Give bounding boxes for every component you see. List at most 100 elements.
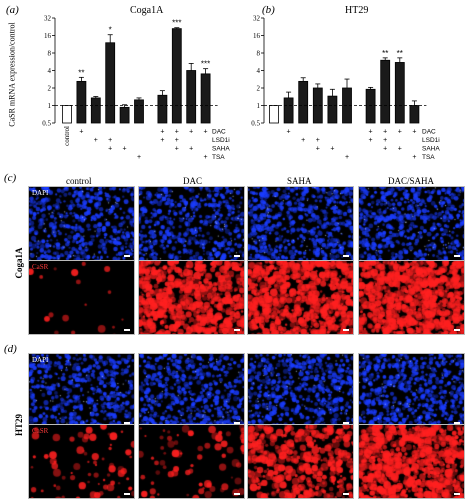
scale-bar [343,493,349,495]
scale-bar [124,422,130,424]
charta-bar [171,28,182,124]
chartb-ytick-label: 1 [257,102,261,110]
micrograph-texture [139,261,244,334]
charta-treatment-plus: + [108,137,112,144]
charta-treatment-row-label: DAC [212,129,226,136]
channel-label: CaSR [32,427,49,435]
chartb-significance: ** [382,49,388,58]
micrograph-coga1a-dapi-4 [358,186,465,261]
charta-significance: *** [172,19,181,28]
col-header-control: control [66,176,92,186]
micrograph-texture [359,261,464,334]
micrograph-ht29-casr-4 [358,424,465,499]
panel-label-d: (d) [4,343,17,355]
chartb-treatment-plus: + [369,129,373,136]
charta-bar [200,73,211,124]
chartb-treatment-plus: + [398,129,402,136]
scale-bar [454,255,460,257]
charta-treatment-plus: + [123,146,127,153]
row-group-label-ht29: HT29 [14,414,24,437]
chartb-bar [269,105,279,124]
charta-bar [105,42,116,124]
charta-treatment-plus: + [175,129,179,136]
micrograph-coga1a-dapi-1: DAPI [28,186,135,261]
micrograph-ht29-casr-3 [247,424,354,499]
micrograph-texture [139,187,244,260]
chartb-treatment-plus: + [412,129,416,136]
chartb-bar [298,80,309,124]
scale-bar [234,493,240,495]
micrograph-texture [359,425,464,498]
micrograph-coga1a-dapi-3 [247,186,354,261]
charta-bar [90,97,101,124]
scale-bar [124,493,130,495]
chartb-treatment-plus: + [412,154,416,161]
chartb-treatment-row-label: SAHA [422,146,440,153]
chartb-treatment-plus: + [398,146,402,153]
chartb-ytick-label: 16 [253,32,261,40]
chart-b-title: HT29 [345,5,369,16]
micrograph-coga1a-dapi-2 [138,186,245,261]
micrograph-texture [248,261,353,334]
charta-treatment-plus: + [189,146,193,153]
chartb-bar [409,105,420,124]
charta-bar [157,94,168,124]
scale-bar [454,422,460,424]
charta-ytick-label: 16 [44,32,52,40]
charta-treatment-plus: + [175,137,179,144]
chartb-ytick-label: 2 [257,85,261,93]
micrograph-texture [29,187,134,260]
panel-label-b: (b) [262,4,275,16]
chartb-bar [394,62,405,124]
charta-treatment-plus: + [160,129,164,136]
charta-bar [186,70,197,124]
charta-treatment-row-label: TSA [212,154,225,161]
row-group-label-coga1a: Coga1A [14,247,24,279]
chartb-treatment-row-label: TSA [422,154,435,161]
charta-ytick-label: 0.5 [42,120,51,128]
scale-bar [124,255,130,257]
scale-bar [454,493,460,495]
scale-bar [234,329,240,331]
charta-treatment-plus: + [189,129,193,136]
chartb-ytick-label: 4 [257,67,261,75]
micrograph-texture [139,425,244,498]
chartb-treatment-plus: + [330,146,334,153]
micrograph-ht29-dapi-2 [138,353,245,428]
scale-bar [234,255,240,257]
charta-treatment-plus: + [160,137,164,144]
micrograph-texture [29,354,134,427]
micrograph-coga1a-casr-1: CaSR [28,260,135,335]
micrograph-ht29-dapi-3 [247,353,354,428]
chartb-ytick-label: 8 [257,50,261,58]
charta-control-label: control [63,126,71,146]
channel-label: DAPI [32,356,49,364]
charta-treatment-plus: + [94,137,98,144]
scale-bar [343,329,349,331]
chartb-treatment-row-label: DAC [422,129,436,136]
charta-treatment-plus: + [204,154,208,161]
chart-a-title: Coga1A [130,5,164,16]
charta-significance: * [109,26,112,35]
chartb-treatment-plus: + [345,154,349,161]
charta-treatment-plus: + [175,146,179,153]
charta-bar [62,105,72,124]
micrograph-texture [248,187,353,260]
micrograph-ht29-casr-1: CaSR [28,424,135,499]
charta-bar [134,99,144,124]
micrograph-texture [29,261,134,334]
scale-bar [124,329,130,331]
scale-bar [343,422,349,424]
micrograph-texture [359,187,464,260]
chartb-treatment-plus: + [383,146,387,153]
charta-bar [76,80,87,124]
chartb-ytick-label: 32 [253,15,261,23]
charta-treatment-plus: + [204,129,208,136]
chartb-ytick-label: 0.5 [251,120,260,128]
col-header-dac-saha: DAC/SAHA [388,176,435,186]
charta-treatment-plus: + [137,154,141,161]
chartb-treatment-plus: + [301,137,305,144]
col-header-dac: DAC [183,176,203,186]
